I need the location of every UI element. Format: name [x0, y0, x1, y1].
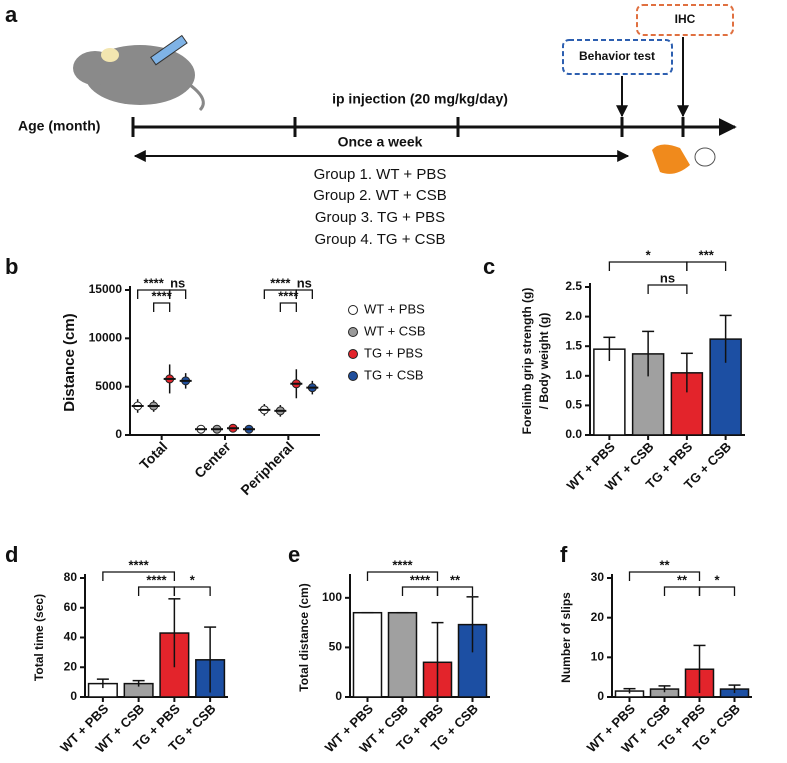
significance-bracket	[295, 289, 313, 299]
significance-bracket	[608, 261, 688, 271]
y-axis-label: Number of slips	[559, 592, 573, 683]
group-label: Group 2. WT + CSB	[313, 187, 447, 204]
y-tick-label: 2.0	[565, 309, 582, 323]
significance-label: **	[677, 572, 688, 587]
x-tick-label: Center	[191, 438, 234, 481]
panel-letter: a	[5, 2, 18, 27]
significance-label: **	[450, 572, 461, 587]
x-tick-label: Peripheral	[237, 438, 297, 498]
y-tick-label: 100	[322, 590, 342, 604]
significance-bracket	[436, 586, 474, 596]
mouse-icon	[73, 34, 205, 112]
legend-label: TG + CSB	[364, 367, 424, 382]
bar	[593, 348, 626, 436]
y-tick-label: 2.5	[565, 279, 582, 293]
group-label: Group 3. TG + PBS	[315, 209, 445, 226]
y-tick-label: 20	[591, 610, 605, 624]
legend-label: WT + CSB	[364, 323, 426, 338]
ihc-label: IHC	[675, 12, 696, 26]
frequency-label: Once a week	[338, 134, 423, 150]
ihc-box	[636, 4, 734, 36]
y-axis-label: / Body weight (g)	[537, 313, 551, 410]
significance-label: ****	[152, 288, 173, 303]
bar	[387, 611, 418, 698]
legend-marker	[348, 349, 358, 359]
y-tick-label: 1.5	[565, 338, 582, 352]
y-tick-label: 15000	[89, 282, 123, 296]
significance-bracket	[169, 289, 187, 299]
significance-label: ****	[392, 557, 413, 572]
significance-label: ****	[144, 275, 165, 290]
panel-letter: d	[5, 542, 18, 567]
legend-marker	[348, 371, 358, 381]
y-tick-label: 20	[64, 659, 78, 673]
significance-label: **	[659, 557, 670, 572]
y-tick-label: 1.0	[565, 368, 582, 382]
y-tick-label: 0.0	[565, 427, 582, 441]
timeline-ticks	[131, 117, 685, 137]
y-tick-label: 0	[70, 689, 77, 703]
significance-bracket	[647, 284, 688, 294]
panel-a: a Age (month) ip injection (20 mg/kg/day…	[5, 2, 737, 248]
axis-label: Age (month)	[18, 118, 100, 134]
significance-label: ns	[170, 275, 185, 290]
y-axis-label: Forelimb grip strength (g)	[520, 288, 534, 435]
y-tick-label: 60	[64, 600, 78, 614]
significance-bracket	[366, 571, 439, 581]
legend-marker	[348, 305, 358, 315]
y-tick-label: 10	[591, 650, 605, 664]
injection-label: ip injection (20 mg/kg/day)	[332, 91, 508, 107]
significance-label: ****	[278, 288, 299, 303]
significance-bracket	[137, 586, 176, 596]
y-tick-label: 80	[64, 570, 78, 584]
y-tick-label: 40	[64, 630, 78, 644]
significance-bracket	[279, 302, 297, 312]
y-axis-label: Distance (cm)	[61, 313, 78, 411]
group-label: Group 1. WT + PBS	[314, 166, 447, 183]
panel-letter: e	[288, 542, 300, 567]
significance-bracket	[102, 571, 176, 581]
significance-bracket	[698, 586, 736, 596]
significance-bracket	[686, 261, 727, 271]
significance-label: ****	[146, 572, 167, 587]
significance-bracket	[663, 586, 701, 596]
y-tick-label: 50	[329, 640, 343, 654]
significance-bracket	[401, 586, 439, 596]
group-label: Group 4. TG + CSB	[314, 231, 445, 248]
bar	[352, 611, 383, 698]
significance-label: *	[190, 572, 196, 587]
y-tick-label: 10000	[89, 331, 123, 345]
y-tick-label: 0	[335, 689, 342, 703]
x-tick-label: Total	[136, 438, 170, 472]
panel-letter: c	[483, 254, 495, 279]
significance-bracket	[173, 586, 211, 596]
y-tick-label: 0	[597, 689, 604, 703]
legend-marker	[348, 327, 358, 337]
significance-label: *	[646, 247, 652, 262]
significance-label: ns	[297, 275, 312, 290]
y-axis-label: Total distance (cm)	[297, 583, 311, 691]
bar	[670, 372, 704, 436]
behavior-box	[562, 39, 673, 75]
panel-letter: b	[5, 254, 18, 279]
significance-label: ****	[129, 557, 150, 572]
y-tick-label: 30	[591, 570, 605, 584]
significance-label: ***	[699, 247, 715, 262]
y-tick-label: 0	[115, 427, 122, 441]
significance-label: *	[714, 572, 720, 587]
y-tick-label: 0.5	[565, 398, 582, 412]
significance-bracket	[628, 571, 701, 581]
y-axis-label: Total time (sec)	[32, 594, 46, 681]
significance-label: ns	[660, 270, 675, 285]
behavior-label: Behavior test	[579, 49, 655, 63]
legend-label: WT + PBS	[364, 301, 425, 316]
brain-icon	[652, 144, 716, 174]
significance-bracket	[153, 302, 171, 312]
panel-letter: f	[560, 542, 568, 567]
significance-label: ****	[410, 572, 431, 587]
y-tick-label: 5000	[95, 379, 122, 393]
significance-label: ****	[270, 275, 291, 290]
legend-label: TG + PBS	[364, 345, 423, 360]
